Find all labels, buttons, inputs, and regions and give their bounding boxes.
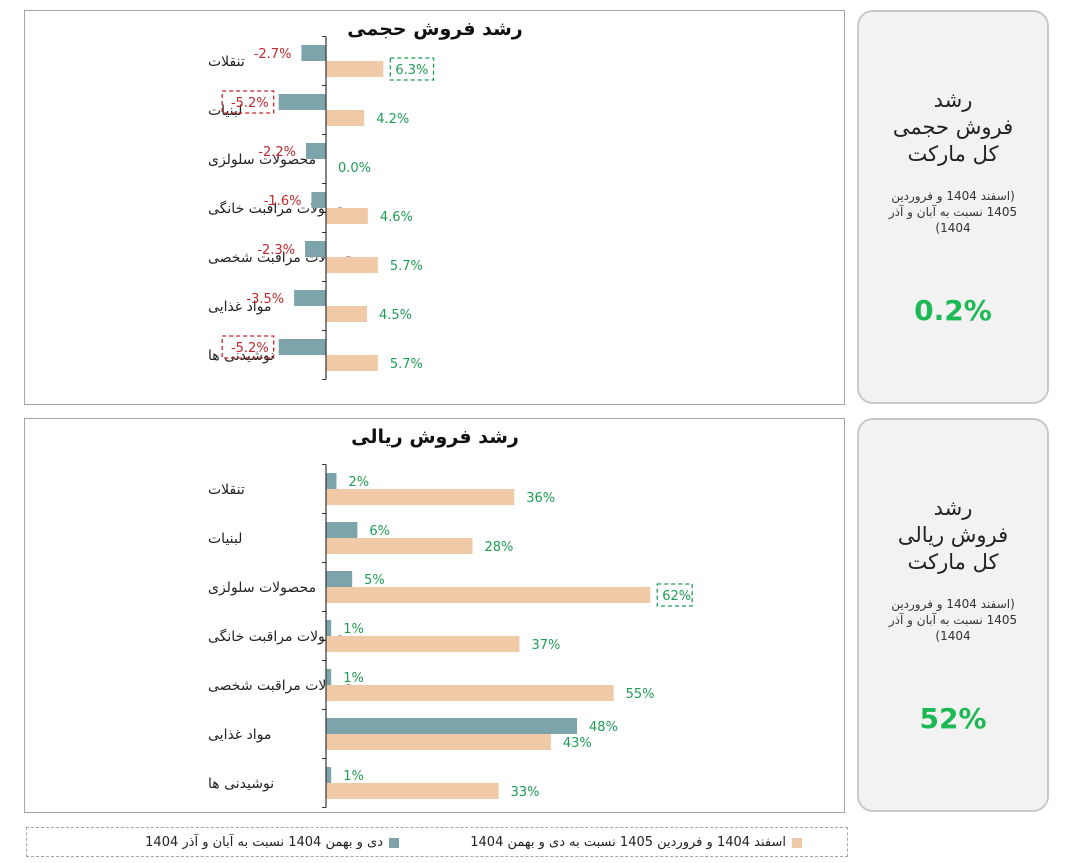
data-label: 4.6% bbox=[380, 210, 413, 225]
highlight-box bbox=[656, 583, 693, 607]
legend-item-prior: دی و بهمن 1404 نسبت به آبان و آذر 1404 bbox=[145, 835, 399, 850]
category-label: تنقلات bbox=[208, 54, 245, 70]
category-label: لبنیات bbox=[208, 531, 242, 547]
bar bbox=[326, 489, 515, 505]
bar bbox=[301, 45, 326, 61]
bar bbox=[326, 636, 520, 652]
volume-growth-chart: رشد فروش حجمی تنقلات -2.7% 6.3% لبنیات -5.2% 4… bbox=[24, 10, 845, 405]
category-label: محصولات مراقبت شخصی bbox=[208, 678, 362, 694]
card-title-line: رشد bbox=[933, 88, 973, 112]
bar bbox=[326, 473, 337, 489]
category-label: مواد غذایی bbox=[208, 727, 271, 743]
bar bbox=[278, 94, 326, 110]
data-label: 0.0% bbox=[338, 161, 371, 176]
bar bbox=[326, 734, 551, 750]
data-label: -1.6% bbox=[264, 194, 302, 209]
bar bbox=[326, 306, 367, 322]
bar bbox=[326, 110, 365, 126]
category-label: محصولات مراقبت خانگی bbox=[208, 628, 354, 645]
category-label: محصولات سلولزی bbox=[208, 152, 316, 168]
bar bbox=[326, 522, 358, 538]
card-title-line: فروش ریالی bbox=[897, 523, 1009, 547]
card-title-line: رشد bbox=[933, 496, 973, 520]
bar bbox=[326, 208, 368, 224]
card-period: (اسفند 1404 و فروردین 1405 نسبت به آبان … bbox=[888, 189, 1018, 235]
chart-legend: اسفند 1404 و فروردین 1405 نسبت به دی و ب… bbox=[26, 827, 848, 857]
category-label: محصولات سلولزی bbox=[208, 580, 316, 596]
data-label: -2.3% bbox=[257, 243, 295, 258]
data-label: -2.2% bbox=[258, 145, 296, 160]
legend-label-current: اسفند 1404 و فروردین 1405 نسبت به دی و ب… bbox=[470, 835, 786, 850]
rial-growth-chart-svg: رشد فروش ریالی تنقلات 2% 36% لبنیات 6% 28% محصو… bbox=[208, 426, 693, 808]
data-label: 1% bbox=[343, 622, 364, 637]
legend-item-current: اسفند 1404 و فروردین 1405 نسبت به دی و ب… bbox=[470, 835, 802, 850]
bar bbox=[326, 538, 473, 554]
data-label: 4.2% bbox=[376, 112, 409, 127]
card-period: (اسفند 1404 و فروردین 1405 نسبت به آبان … bbox=[888, 597, 1018, 643]
data-label: 6% bbox=[369, 524, 390, 539]
data-label: 5.7% bbox=[390, 357, 423, 372]
bar bbox=[326, 587, 651, 603]
bar bbox=[326, 767, 332, 783]
data-label: 37% bbox=[532, 638, 561, 653]
legend-swatch-current bbox=[792, 837, 802, 848]
data-label: 1% bbox=[343, 769, 364, 784]
category-label: نوشیدنی ها bbox=[208, 348, 274, 364]
data-label: 48% bbox=[589, 720, 618, 735]
card-value: 0.2% bbox=[914, 294, 992, 327]
bar bbox=[326, 355, 378, 371]
bar bbox=[305, 143, 326, 159]
data-label: 62% bbox=[662, 589, 691, 604]
data-label: -5.2% bbox=[231, 96, 269, 111]
bar bbox=[326, 571, 353, 587]
card-title-line: فروش حجمی bbox=[892, 115, 1014, 139]
data-label: 33% bbox=[511, 785, 540, 800]
bar bbox=[305, 241, 326, 257]
bar bbox=[326, 718, 578, 734]
category-label: مواد غذایی bbox=[208, 299, 271, 315]
data-label: 2% bbox=[348, 475, 369, 490]
bar bbox=[326, 620, 332, 636]
highlight-box bbox=[221, 90, 275, 114]
bar bbox=[326, 685, 614, 701]
data-label: 55% bbox=[626, 687, 655, 702]
category-label: نوشیدنی ها bbox=[208, 776, 274, 792]
chart-title: رشد فروش حجمی bbox=[347, 18, 522, 40]
card-title: رشد فروش حجمی کل مارکت bbox=[859, 87, 1047, 168]
data-label: 6.3% bbox=[395, 63, 428, 78]
data-label: -3.5% bbox=[246, 292, 284, 307]
bar bbox=[326, 783, 499, 799]
data-label: -5.2% bbox=[231, 341, 269, 356]
data-label: 36% bbox=[526, 491, 555, 506]
card-title: رشد فروش ریالی کل مارکت bbox=[859, 495, 1047, 576]
data-label: 5% bbox=[364, 573, 385, 588]
card-title-line: کل مارکت bbox=[907, 142, 999, 166]
data-label: 4.5% bbox=[379, 308, 412, 323]
market-volume-growth-card: رشد فروش حجمی کل مارکت (اسفند 1404 و فرو… bbox=[857, 10, 1049, 404]
market-rial-growth-card: رشد فروش ریالی کل مارکت (اسفند 1404 و فر… bbox=[857, 418, 1049, 812]
bar bbox=[326, 61, 384, 77]
highlight-box bbox=[389, 57, 435, 81]
chart-title: رشد فروش ریالی bbox=[351, 426, 519, 448]
category-label: تنقلات bbox=[208, 482, 245, 498]
card-value: 52% bbox=[919, 702, 987, 735]
category-label: لبنیات bbox=[208, 103, 242, 119]
data-label: 28% bbox=[484, 540, 513, 555]
card-title-line: کل مارکت bbox=[907, 550, 999, 574]
rial-growth-chart: رشد فروش ریالی تنقلات 2% 36% لبنیات 6% 28% محصو… bbox=[24, 418, 845, 813]
data-label: 43% bbox=[563, 736, 592, 751]
legend-swatch-prior bbox=[389, 837, 399, 848]
data-label: -2.7% bbox=[254, 47, 292, 62]
bar bbox=[278, 339, 326, 355]
data-label: 5.7% bbox=[390, 259, 423, 274]
bar bbox=[294, 290, 326, 306]
bar bbox=[326, 669, 332, 685]
legend-label-prior: دی و بهمن 1404 نسبت به آبان و آذر 1404 bbox=[145, 835, 383, 850]
bar bbox=[311, 192, 326, 208]
highlight-box bbox=[221, 335, 275, 359]
bar bbox=[326, 257, 378, 273]
data-label: 1% bbox=[343, 671, 364, 686]
